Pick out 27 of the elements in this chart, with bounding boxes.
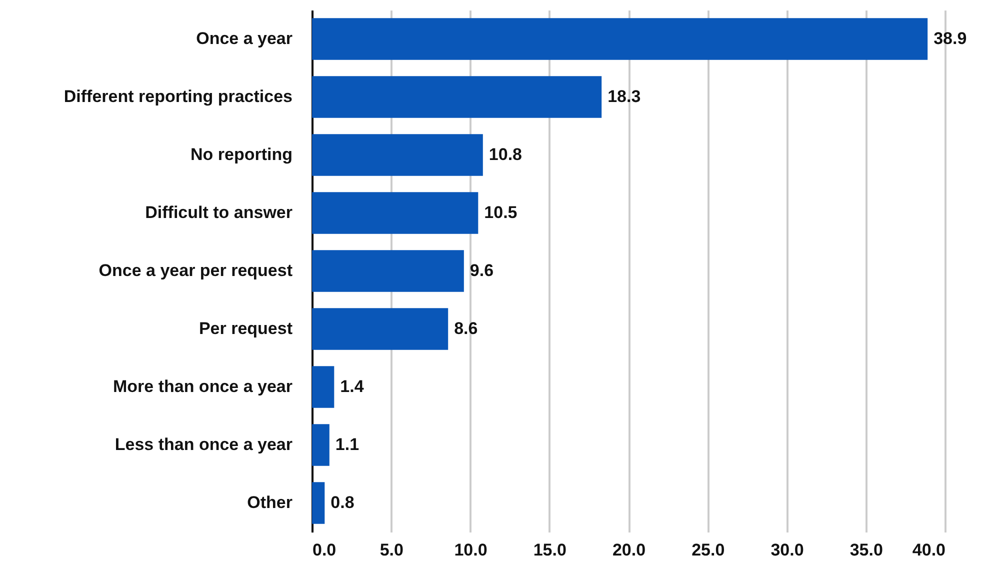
y-tick-label: Per request (198, 319, 293, 338)
data-label: 0.8 (330, 493, 354, 512)
data-label: 38.9 (934, 29, 967, 48)
y-tick-label: More than once a year (112, 377, 293, 396)
data-label: 1.4 (340, 377, 364, 396)
y-tick-label: Different reporting practices (64, 87, 292, 106)
x-tick-label: 20.0 (612, 540, 646, 560)
data-label: 1.1 (335, 435, 360, 454)
data-label: 10.8 (488, 145, 522, 164)
x-tick-label: 0.0 (312, 540, 336, 560)
x-tick-label: 25.0 (692, 540, 725, 560)
y-tick-label: Once a year (196, 29, 293, 48)
y-tick-label: Less than once a year (114, 435, 293, 454)
x-tick-label: 30.0 (770, 540, 804, 560)
y-tick-label: Other (247, 493, 293, 512)
data-label: 9.6 (470, 261, 494, 280)
x-tick-label: 40.0 (912, 540, 946, 560)
y-tick-label: No reporting (190, 145, 292, 164)
x-tick-label: 10.0 (454, 540, 488, 560)
x-tick-label: 35.0 (850, 540, 883, 560)
data-label: 8.6 (454, 319, 478, 338)
y-tick-label: Once a year per request (98, 261, 293, 280)
y-tick-label: Difficult to answer (145, 203, 293, 222)
x-tick-label: 5.0 (380, 540, 404, 560)
data-label: 18.3 (608, 87, 641, 106)
x-tick-label: 15.0 (533, 540, 566, 560)
data-label: 10.5 (484, 203, 518, 222)
